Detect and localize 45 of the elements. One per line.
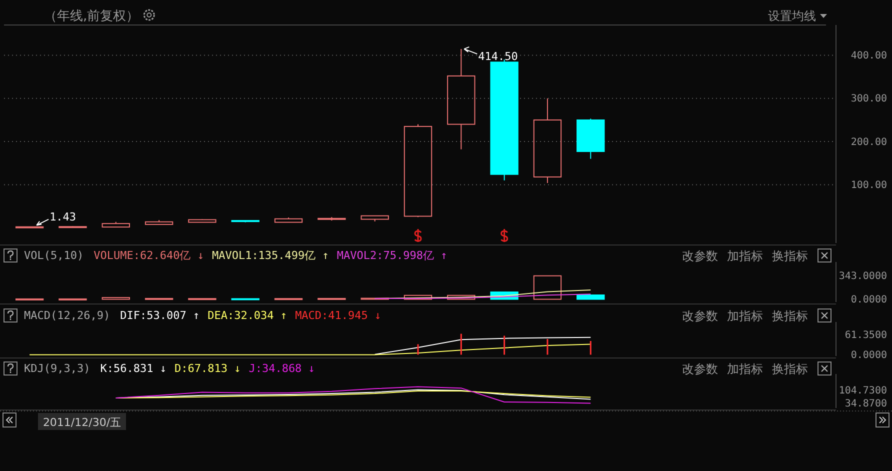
text: DIF:53.007 ↑ [120,309,200,322]
chart-title: MACD(12,26,9) [24,309,110,322]
series-label: K:56.831 ↓ [100,362,166,375]
text: 2011/12/30/五 [42,416,122,429]
chart-title: （年线,前复权） [44,9,140,24]
y-tick-label: 300.00 [850,94,887,105]
bar [447,294,476,300]
chart-title: KDJ(9,3,3) [24,362,90,375]
text: VOLUME:62.640亿 ↓ [94,249,204,262]
line-series [29,344,592,356]
text: 设置均线 [768,9,816,23]
line-series [115,386,592,404]
annotation: 414.50 [478,50,518,63]
y-tick-label: 0.0000 [850,350,887,361]
annotation: 换指标 [772,249,808,263]
y-tick-label: 34.8700 [844,398,887,410]
annotation: 1.43 [50,210,76,224]
series-label: D:67.813 ↓ [174,362,241,375]
annotation: 换指标 [772,309,808,323]
y-tick-label: 104.7300 [838,386,887,397]
annotation: 加指标 [727,362,763,376]
chart-title: VOL(5,10) [24,249,84,262]
text: MAVOL1:135.499亿 ↑ [212,249,329,262]
text: MAVOL2:75.998亿 ↑ [336,249,448,262]
annotation: 改参数 [682,309,718,323]
y-tick-label: 0.0000 [850,294,887,306]
text: MACD:41.945 ↓ [295,309,382,322]
y-tick-label: 343.0000 [838,271,887,282]
bar [533,275,562,300]
line-series [374,336,592,355]
series-label: J:34.868 ↓ [248,362,315,375]
annotation: 换指标 [772,362,808,376]
y-tick-label: 61.3500 [844,330,887,341]
y-tick-label: 400.00 [850,50,887,62]
y-tick-label: 200.00 [850,136,887,148]
candlestick [533,98,562,184]
annotation: 改参数 [682,249,718,263]
annotation: 改参数 [682,362,718,376]
y-tick-label: 100.00 [850,180,887,191]
bar [576,294,605,300]
bar [102,297,130,300]
bar [404,294,432,300]
annotation: 加指标 [727,309,763,323]
annotation: 加指标 [727,249,763,263]
text: DEA:32.034 ↑ [208,309,288,322]
